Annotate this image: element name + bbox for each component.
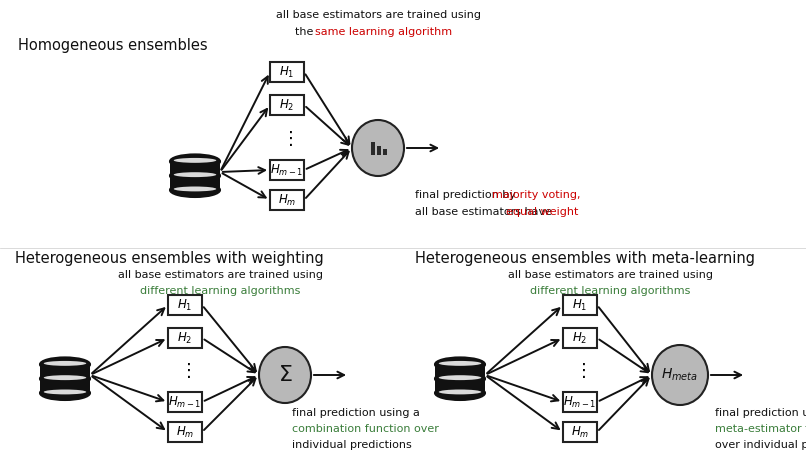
Bar <box>371 142 375 155</box>
FancyBboxPatch shape <box>563 422 597 442</box>
Ellipse shape <box>40 386 90 400</box>
Ellipse shape <box>170 183 220 197</box>
Text: Heterogeneous ensembles with weighting: Heterogeneous ensembles with weighting <box>15 250 324 265</box>
Text: over individual predictions: over individual predictions <box>715 440 806 450</box>
FancyBboxPatch shape <box>270 160 304 180</box>
Text: $\Sigma$: $\Sigma$ <box>278 365 293 385</box>
Ellipse shape <box>438 390 481 394</box>
Text: all base estimators have: all base estimators have <box>415 207 555 217</box>
Ellipse shape <box>44 361 86 366</box>
FancyBboxPatch shape <box>270 190 304 210</box>
Text: $\vdots$: $\vdots$ <box>281 128 293 147</box>
FancyBboxPatch shape <box>168 392 202 412</box>
FancyBboxPatch shape <box>563 328 597 348</box>
Ellipse shape <box>435 386 485 400</box>
Text: majority voting,: majority voting, <box>415 190 580 200</box>
Text: individual predictions: individual predictions <box>292 440 412 450</box>
FancyBboxPatch shape <box>270 62 304 82</box>
Text: $H_m$: $H_m$ <box>571 424 589 439</box>
Text: $H_{m-1}$: $H_{m-1}$ <box>270 163 304 178</box>
Ellipse shape <box>170 169 220 182</box>
Ellipse shape <box>352 120 404 176</box>
Bar <box>170 162 220 190</box>
Ellipse shape <box>174 186 216 191</box>
Ellipse shape <box>438 361 481 366</box>
Text: all base estimators are trained using: all base estimators are trained using <box>508 270 713 280</box>
Ellipse shape <box>44 375 86 380</box>
Text: $\vdots$: $\vdots$ <box>179 361 191 380</box>
Text: final prediction by: final prediction by <box>415 190 519 200</box>
Ellipse shape <box>652 345 708 405</box>
Text: the: the <box>295 27 317 37</box>
Ellipse shape <box>44 390 86 394</box>
Text: Homogeneous ensembles: Homogeneous ensembles <box>18 37 208 53</box>
Text: $H_1$: $H_1$ <box>177 298 193 312</box>
Text: $H_1$: $H_1$ <box>280 64 295 80</box>
Text: combination function over: combination function over <box>292 424 439 434</box>
Text: $\vdots$: $\vdots$ <box>574 361 586 380</box>
Text: $H_2$: $H_2$ <box>177 330 193 346</box>
FancyBboxPatch shape <box>563 295 597 315</box>
Bar <box>377 146 381 155</box>
Ellipse shape <box>435 357 485 372</box>
Text: $H_{m-1}$: $H_{m-1}$ <box>168 394 202 410</box>
Text: same learning algorithm: same learning algorithm <box>315 27 452 37</box>
Ellipse shape <box>259 347 311 403</box>
Bar <box>383 149 387 155</box>
Ellipse shape <box>435 372 485 386</box>
Ellipse shape <box>170 155 220 168</box>
FancyBboxPatch shape <box>563 392 597 412</box>
FancyBboxPatch shape <box>168 422 202 442</box>
Text: $H_1$: $H_1$ <box>572 298 588 312</box>
Text: meta-estimator trained: meta-estimator trained <box>715 424 806 434</box>
Ellipse shape <box>438 375 481 380</box>
Text: $H_m$: $H_m$ <box>176 424 194 439</box>
Text: Heterogeneous ensembles with meta-learning: Heterogeneous ensembles with meta-learni… <box>415 250 755 265</box>
Ellipse shape <box>174 158 216 163</box>
Text: final prediction using a: final prediction using a <box>715 408 806 418</box>
FancyBboxPatch shape <box>168 295 202 315</box>
FancyBboxPatch shape <box>270 95 304 115</box>
Bar <box>40 365 90 393</box>
Ellipse shape <box>174 172 216 177</box>
Text: $H_{m-1}$: $H_{m-1}$ <box>563 394 596 410</box>
Text: $H_2$: $H_2$ <box>572 330 588 346</box>
Text: $H_m$: $H_m$ <box>278 192 296 208</box>
Text: $H_2$: $H_2$ <box>280 98 295 112</box>
Text: final prediction using a: final prediction using a <box>292 408 420 418</box>
Text: different learning algorithms: different learning algorithms <box>139 286 300 296</box>
Text: all base estimators are trained using: all base estimators are trained using <box>276 10 480 20</box>
Ellipse shape <box>40 372 90 386</box>
Ellipse shape <box>40 357 90 372</box>
Bar <box>435 365 485 393</box>
Text: $H_{meta}$: $H_{meta}$ <box>662 367 699 383</box>
FancyBboxPatch shape <box>168 328 202 348</box>
Text: all base estimators are trained using: all base estimators are trained using <box>118 270 322 280</box>
Text: different learning algorithms: different learning algorithms <box>530 286 690 296</box>
Text: equal weight: equal weight <box>415 207 579 217</box>
